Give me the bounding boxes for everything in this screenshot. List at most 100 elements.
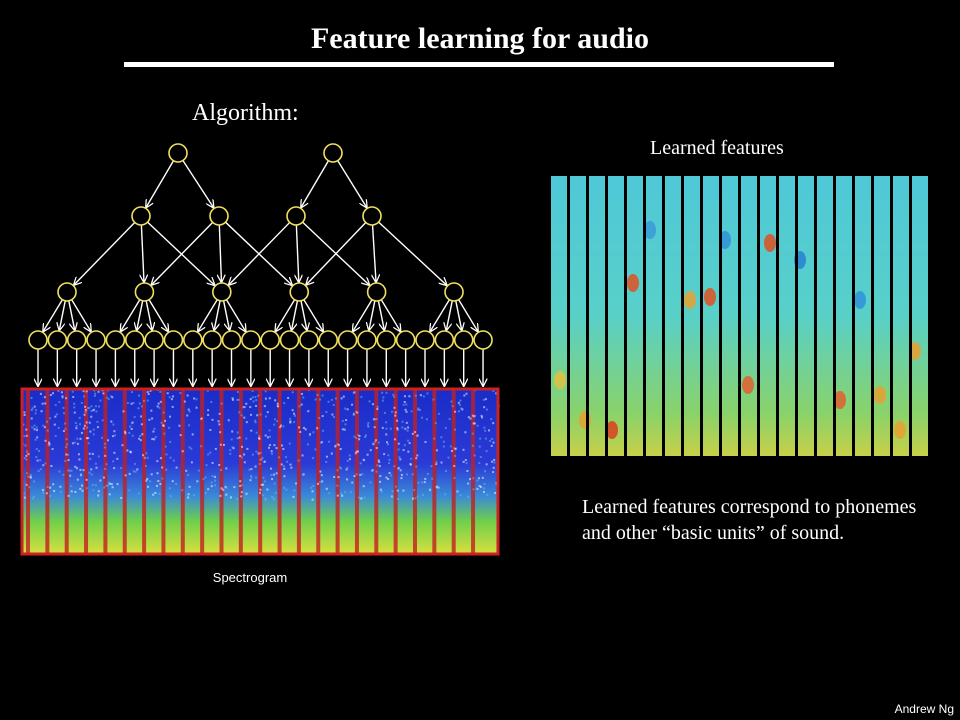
spectrogram-speckle: [90, 473, 93, 476]
spectrogram-speckle: [264, 397, 267, 400]
spectrogram-speckle: [130, 402, 133, 405]
spectrogram-speckle: [96, 420, 99, 423]
spectrogram-speckle: [444, 493, 447, 496]
spectrogram-speckle: [104, 454, 107, 457]
spectrogram-speckle: [236, 431, 239, 434]
spectrogram-speckle: [386, 441, 389, 444]
network-edge: [137, 300, 144, 330]
spectrogram-speckle: [355, 436, 358, 439]
spectrogram-speckle: [447, 456, 450, 459]
spectrogram-speckle: [388, 472, 391, 475]
network-edge: [455, 300, 462, 330]
network-edge: [121, 299, 141, 332]
network-node: [444, 282, 464, 302]
spectrogram-speckle: [491, 438, 494, 441]
spectrogram-speckle: [254, 419, 257, 422]
spectrogram-speckle: [477, 477, 480, 480]
spectrogram-speckle: [482, 487, 485, 490]
spectrogram-speckle: [178, 424, 181, 427]
spectrogram-speckle: [225, 493, 228, 496]
spectrogram-speckle: [288, 442, 291, 445]
spectrogram-speckle: [357, 496, 360, 499]
spectrogram-speckle: [157, 480, 160, 483]
spectrogram-speckle: [260, 458, 263, 461]
spectrogram-window: [142, 389, 147, 554]
spectrogram-speckle: [379, 475, 382, 478]
spectrogram-speckle: [74, 465, 77, 468]
feature-divider: [776, 176, 779, 456]
spectrogram-speckle: [302, 396, 305, 399]
network-edge: [182, 160, 214, 208]
spectrogram-speckle: [424, 477, 427, 480]
spectrogram-speckle: [205, 464, 208, 467]
spectrogram-speckle: [367, 425, 370, 428]
spectrogram-speckle: [422, 395, 425, 398]
spectrogram-speckle: [188, 410, 191, 413]
spectrogram-speckle: [495, 392, 498, 395]
spectrogram-speckle: [268, 435, 271, 438]
spectrogram-speckle: [375, 470, 378, 473]
feature-blob: [854, 291, 866, 309]
spectrogram-speckle: [52, 483, 55, 486]
spectrogram-speckle: [485, 408, 488, 411]
spectrogram-speckle: [120, 466, 123, 469]
spectrogram-speckle: [149, 389, 152, 392]
spectrogram-speckle: [64, 459, 67, 462]
spectrogram-speckle: [82, 390, 85, 393]
spectrogram-speckle: [343, 428, 346, 431]
spectrogram-speckle: [383, 453, 386, 456]
spectrogram-speckle: [151, 438, 154, 441]
spectrogram-speckle: [463, 394, 466, 397]
spectrogram-speckle: [82, 469, 85, 472]
spectrogram-speckle: [387, 443, 390, 446]
spectrogram-speckle: [321, 480, 324, 483]
spectrogram-speckle: [325, 487, 328, 490]
spectrogram-speckle: [469, 478, 472, 481]
spectrogram-speckle: [233, 486, 236, 489]
spectrogram-speckle: [259, 488, 262, 491]
spectrogram-speckle: [75, 425, 78, 428]
spectrogram-speckle: [108, 482, 111, 485]
spectrogram-speckle: [81, 489, 84, 492]
spectrogram-speckle: [54, 415, 57, 418]
spectrogram-speckle: [179, 434, 182, 437]
spectrogram-speckle: [411, 473, 414, 476]
spectrogram-speckle: [399, 469, 402, 472]
spectrogram-speckle: [41, 402, 44, 405]
spectrogram-speckle: [376, 407, 379, 410]
spectrogram-speckle: [236, 497, 239, 500]
spectrogram-speckle: [225, 467, 228, 470]
network-edge: [145, 300, 152, 330]
feature-blob: [644, 221, 656, 239]
spectrogram-speckle: [411, 432, 414, 435]
spectrogram-window: [451, 389, 456, 554]
spectrogram-speckle: [459, 399, 462, 402]
spectrogram-speckle: [209, 429, 212, 432]
spectrogram-speckle: [261, 494, 264, 497]
spectrogram-speckle: [454, 428, 457, 431]
spectrogram-speckle: [414, 497, 417, 500]
spectrogram-speckle: [448, 418, 451, 421]
spectrogram-speckle: [311, 457, 314, 460]
spectrogram-speckle: [322, 429, 325, 432]
spectrogram-speckle: [218, 423, 221, 426]
spectrogram-window: [103, 389, 108, 554]
spectrogram-speckle: [80, 484, 83, 487]
spectrogram-speckle: [330, 452, 333, 455]
spectrogram-speckle: [405, 410, 408, 413]
spectrogram-speckle: [33, 405, 36, 408]
network-edge: [147, 221, 215, 285]
spectrogram-speckle: [190, 461, 193, 464]
spectrogram-speckle: [164, 419, 167, 422]
spectrogram-speckle: [158, 493, 161, 496]
spectrogram-speckle: [140, 405, 143, 408]
spectrogram-speckle: [308, 434, 311, 437]
spectrogram-speckle: [23, 411, 26, 414]
spectrogram-speckle: [62, 430, 65, 433]
spectrogram-speckle: [435, 485, 438, 488]
spectrogram-speckle: [363, 496, 366, 499]
spectrogram-speckle: [254, 465, 257, 468]
spectrogram-speckle: [316, 427, 319, 430]
spectrogram-speckle: [251, 396, 254, 399]
spectrogram-speckle: [146, 456, 149, 459]
